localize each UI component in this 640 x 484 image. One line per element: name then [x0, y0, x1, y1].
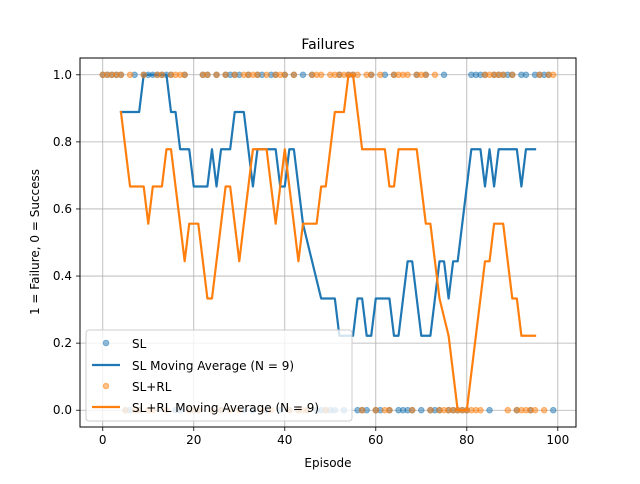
sl-rl-point: [422, 71, 430, 79]
sl-rl-point: [404, 71, 411, 79]
legend-label-sl: SL: [132, 337, 147, 351]
sl-rl-point: [317, 71, 325, 79]
sl-rl-point: [290, 71, 298, 79]
sl-rl-moving-average-n-9-line: [119, 73, 537, 412]
ticks: 0 20 40 60 80 100 0.0 0.2 0.4 0.6 0.8 1.0: [53, 68, 569, 447]
x-tick-label: 100: [546, 433, 569, 447]
x-tick-label: 0: [99, 433, 107, 447]
x-tick-label: 60: [368, 433, 383, 447]
sl-rl-point: [372, 406, 380, 414]
y-tick-label: 0.8: [53, 135, 72, 149]
legend-marker-sl-rl: [102, 382, 110, 390]
sl-rl-point: [536, 71, 543, 79]
sl-moving-average-n-9-line: [119, 73, 537, 337]
sl-rl-point: [540, 406, 548, 414]
sl-point: [549, 406, 557, 414]
chart-title: Failures: [301, 37, 354, 53]
sl-rl-point: [408, 406, 416, 414]
x-tick-label: 80: [459, 433, 474, 447]
sl-point: [299, 71, 307, 79]
sl-rl-point: [158, 71, 166, 79]
sl-rl-point: [549, 71, 557, 79]
sl-rl-point: [427, 406, 434, 414]
legend: SL SL Moving Average (N = 9) SL+RL SL+RL…: [85, 329, 353, 422]
sl-rl-point: [499, 71, 507, 79]
sl-rl-point: [354, 71, 361, 79]
sl-rl-point: [204, 71, 211, 79]
sl-rl-point: [222, 71, 229, 79]
sl-point: [522, 71, 530, 79]
legend-marker-sl: [102, 339, 110, 347]
sl-rl-point: [358, 406, 366, 414]
x-axis-label: Episode: [304, 456, 351, 470]
legend-label-sl-moving-average: SL Moving Average (N = 9): [132, 359, 294, 373]
x-tick-label: 20: [186, 433, 201, 447]
sl-rl-point: [431, 71, 439, 79]
sl-rl-point: [504, 406, 512, 414]
sl-rl-point: [213, 71, 220, 79]
sl-rl-point: [126, 71, 134, 79]
sl-rl-point: [531, 406, 539, 414]
x-tick-label: 40: [277, 433, 292, 447]
sl-rl-point: [477, 406, 484, 414]
legend-label-sl-rl: SL+RL: [132, 380, 172, 394]
sl-rl-point: [140, 71, 148, 79]
y-tick-label: 0.4: [53, 269, 72, 283]
sl-rl-point: [181, 71, 188, 79]
y-tick-label: 0.6: [53, 202, 72, 216]
y-tick-label: 0.2: [53, 336, 72, 350]
legend-box: [85, 329, 353, 422]
axes-frame: [79, 57, 577, 428]
sl-rl-point: [254, 71, 261, 79]
sl-rl-point: [386, 406, 393, 414]
sl-rl-point: [263, 71, 270, 79]
sl-point: [440, 71, 448, 79]
sl-rl-point: [231, 71, 239, 79]
y-tick-label: 0.0: [53, 403, 72, 417]
sl-point: [486, 406, 493, 414]
sl-rl-point: [281, 71, 289, 79]
sl-point: [417, 406, 425, 414]
sl-rl-point: [508, 71, 516, 79]
y-axis-label: 1 = Failure, 0 = Success: [28, 169, 42, 315]
y-tick-label: 1.0: [53, 68, 72, 82]
sl-rl-point: [377, 71, 384, 79]
sl-rl-point: [367, 71, 375, 79]
sl-rl-point: [117, 71, 125, 79]
legend-label-sl-rl-moving-average: SL+RL Moving Average (N = 9): [132, 401, 319, 415]
